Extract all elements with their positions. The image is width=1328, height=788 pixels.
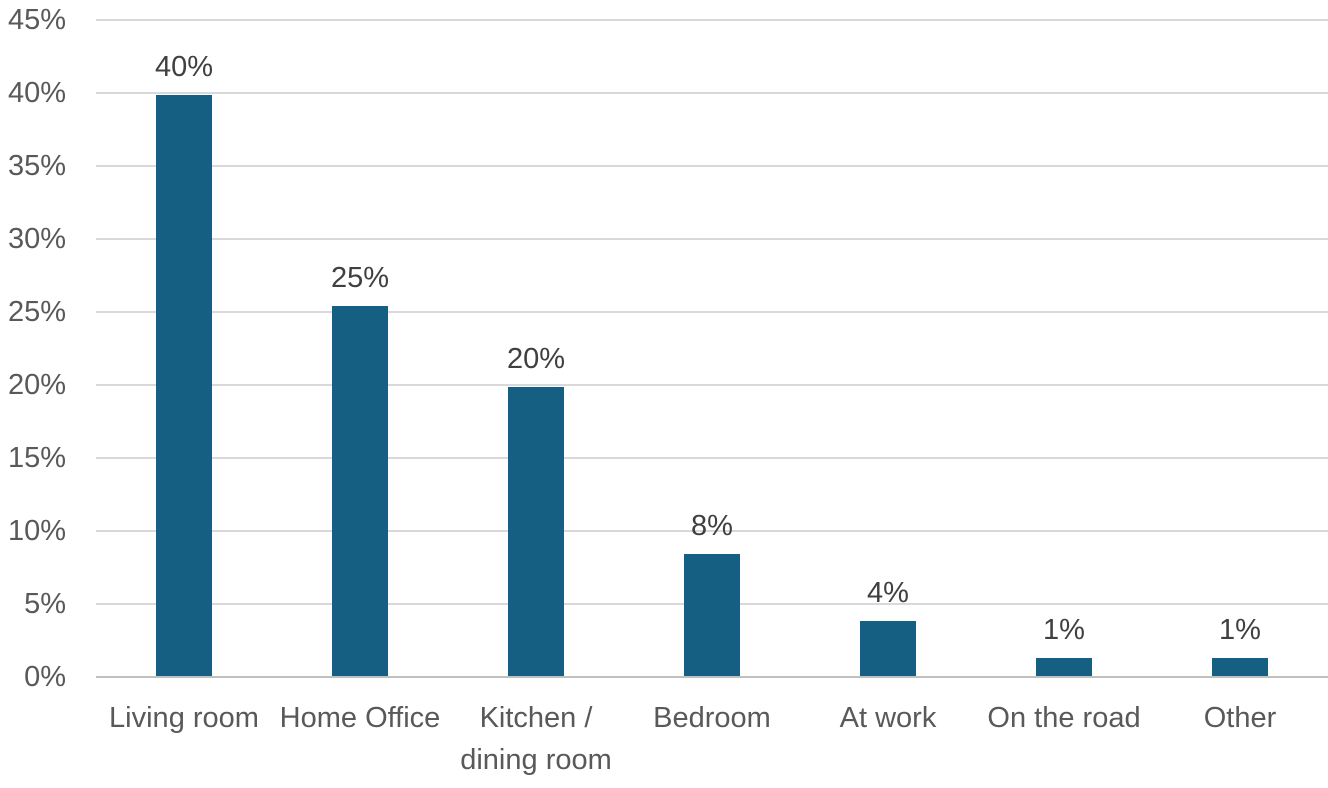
y-tick-label: 30% [7,222,66,255]
y-tick-label: 35% [7,149,66,182]
category-label: Bedroom [653,701,771,734]
bar-living-room [156,95,212,677]
category-label: Kitchen / dining room [460,701,612,776]
data-label: 25% [330,261,390,294]
y-tick-label: 0% [24,660,66,693]
category-label: Living room [109,701,259,734]
category-label: Home Office [279,701,441,734]
gridline [96,310,1328,313]
gridline [96,91,1328,94]
bar-kitchen-dining-room [508,387,564,677]
category-label: At work [839,701,937,734]
gridline [96,383,1328,386]
data-label: 20% [506,343,566,376]
y-tick-label: 25% [7,295,66,328]
gridline [96,18,1328,21]
bar-other [1212,657,1268,677]
y-tick-label: 10% [7,514,66,547]
bar-bedroom [684,553,740,677]
x-axis-line [96,675,1328,678]
y-tick-label: 40% [7,76,66,109]
gridline [96,164,1328,167]
y-tick-label: 20% [7,368,66,401]
y-tick-label: 15% [7,441,66,474]
category-label: Other [1203,701,1277,734]
gridline [96,529,1328,532]
y-tick-label: 5% [24,587,66,620]
data-label: 40% [154,51,214,84]
data-label: 1% [1219,613,1261,646]
bar-at-work [860,621,916,677]
data-label: 8% [691,509,733,542]
gridline [96,456,1328,459]
y-tick-label: 45% [7,3,66,36]
data-label: 1% [1043,613,1085,646]
category-label: On the road [987,701,1141,734]
data-label: 4% [867,577,909,610]
bar-on-the-road [1036,657,1092,677]
bar-home-office [332,305,388,677]
gridline [96,237,1328,240]
